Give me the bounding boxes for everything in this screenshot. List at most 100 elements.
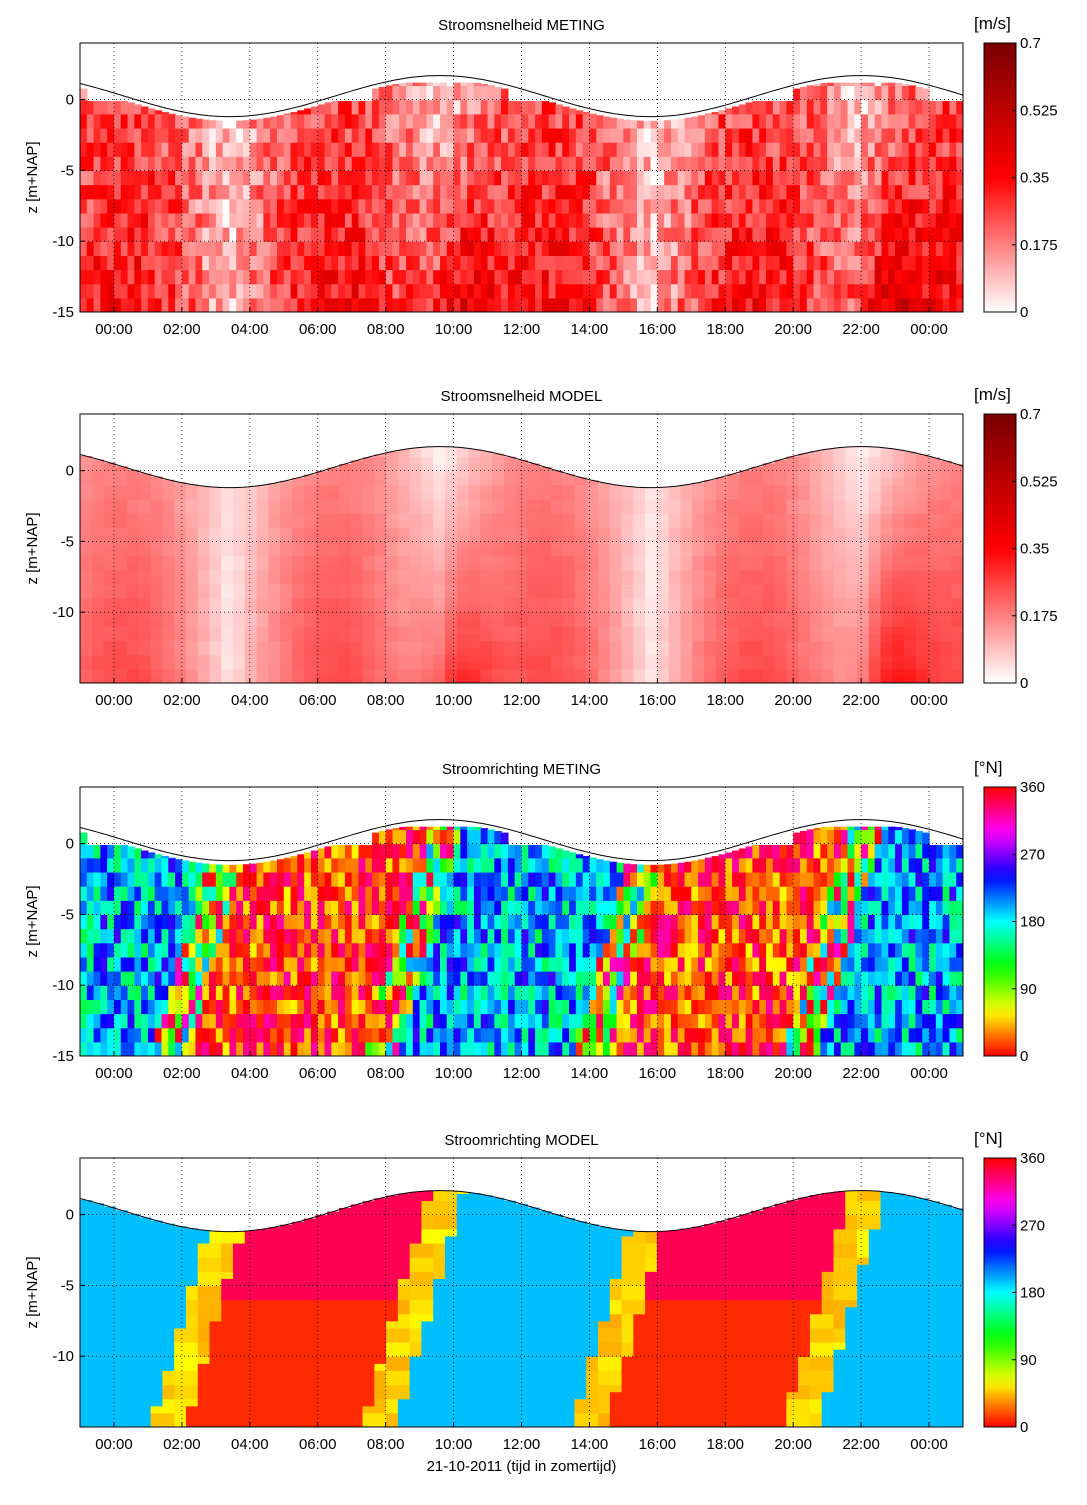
heatmap-cell: [867, 170, 876, 186]
heatmap-cell: [222, 283, 231, 299]
heatmap-cell: [229, 999, 237, 1015]
heatmap-cell: [942, 127, 951, 143]
heatmap-cell: [351, 227, 360, 242]
heatmap-cell: [195, 198, 203, 214]
heatmap-cell: [535, 170, 543, 186]
heatmap-cell: [603, 212, 611, 228]
heatmap-cell: [677, 170, 686, 186]
heatmap-cell: [358, 212, 366, 228]
heatmap-cell: [468, 612, 481, 620]
heatmap-cell: [256, 520, 269, 528]
heatmap-cell: [150, 633, 164, 642]
heatmap-cell: [861, 212, 869, 228]
heatmap-cell: [134, 241, 142, 256]
heatmap-cell: [310, 142, 319, 157]
heatmap-cell: [315, 668, 328, 677]
heatmap-cell: [939, 626, 952, 635]
heatmap-cell: [168, 142, 176, 157]
heatmap-cell: [168, 985, 176, 1000]
heatmap-cell: [527, 463, 540, 472]
heatmap-cell: [915, 562, 929, 571]
heatmap-cell: [91, 569, 105, 578]
heatmap-cell: [134, 985, 142, 1000]
heatmap-cell: [243, 985, 251, 1000]
heatmap-cell: [421, 541, 434, 550]
heatmap-cell: [868, 675, 882, 683]
heatmap-cell: [468, 605, 481, 613]
heatmap-cell: [372, 198, 380, 214]
heatmap-cell: [574, 491, 587, 500]
heatmap-cell: [91, 668, 105, 677]
heatmap-cell: [874, 297, 883, 312]
heatmap-cell: [857, 661, 870, 670]
heatmap-cell: [774, 668, 787, 677]
heatmap-cell: [310, 928, 319, 944]
heatmap-cell: [339, 619, 352, 627]
heatmap-cell: [327, 619, 340, 627]
y-tick-label: -5: [61, 162, 74, 179]
heatmap-cell: [107, 971, 115, 986]
heatmap-cell: [868, 534, 882, 543]
heatmap-cell: [691, 269, 699, 285]
heatmap-cell: [774, 583, 787, 592]
heatmap-cell: [185, 555, 199, 564]
x-tick-label: 06:00: [299, 692, 337, 709]
heatmap-cell: [562, 612, 576, 620]
heatmap-cell: [621, 605, 634, 613]
heatmap-cell: [444, 470, 458, 479]
heatmap-cell: [107, 198, 115, 214]
heatmap-cell: [229, 900, 237, 916]
heatmap-cell: [762, 612, 776, 620]
heatmap-cell: [100, 156, 108, 172]
heatmap-cell: [303, 555, 317, 564]
heatmap-cell: [514, 283, 523, 299]
heatmap-cell: [209, 647, 222, 656]
heatmap-cell: [880, 569, 893, 578]
heatmap-cell: [623, 212, 631, 228]
heatmap-cell: [256, 598, 269, 606]
heatmap-cell: [821, 527, 835, 535]
heatmap-cell: [91, 555, 105, 564]
heatmap-cell: [711, 198, 720, 214]
x-tick-label: 00:00: [910, 321, 948, 338]
heatmap-cell: [939, 534, 952, 543]
heatmap-cell: [419, 269, 428, 285]
heatmap-cell: [779, 297, 787, 312]
heatmap-cell: [633, 633, 646, 642]
heatmap-cell: [840, 198, 849, 214]
heatmap-cell: [421, 562, 434, 571]
heatmap-cell: [344, 113, 353, 129]
heatmap-cell: [141, 886, 149, 901]
heatmap-cell: [725, 184, 733, 200]
heatmap-cell: [915, 675, 929, 683]
heatmap-cell: [103, 576, 116, 585]
heatmap-cell: [221, 527, 234, 535]
heatmap-cell: [468, 484, 481, 493]
heatmap-cell: [527, 668, 540, 677]
heatmap-cell: [774, 527, 787, 535]
heatmap-cell: [609, 548, 623, 557]
heatmap-cell: [806, 241, 815, 256]
heatmap-cell: [598, 555, 611, 564]
heatmap-cell: [426, 82, 434, 87]
heatmap-cell: [100, 886, 108, 901]
heatmap-cell: [303, 633, 317, 642]
heatmap-cell: [249, 156, 258, 172]
heatmap-cell: [243, 142, 251, 157]
heatmap-cell: [233, 534, 246, 543]
heatmap-cell: [582, 198, 591, 214]
heatmap-cell: [774, 675, 787, 683]
heatmap-cell: [243, 127, 251, 143]
heatmap-cell: [244, 626, 258, 635]
heatmap-cell: [168, 914, 176, 930]
heatmap-cell: [113, 184, 122, 200]
heatmap-cell: [256, 633, 269, 642]
heatmap-cell: [956, 227, 963, 242]
heatmap-cell: [598, 640, 611, 649]
heatmap-cell: [324, 857, 332, 873]
heatmap-cell: [827, 255, 835, 271]
heatmap-cell: [715, 626, 729, 635]
heatmap-cell: [268, 513, 281, 521]
heatmap-cell: [290, 928, 298, 944]
